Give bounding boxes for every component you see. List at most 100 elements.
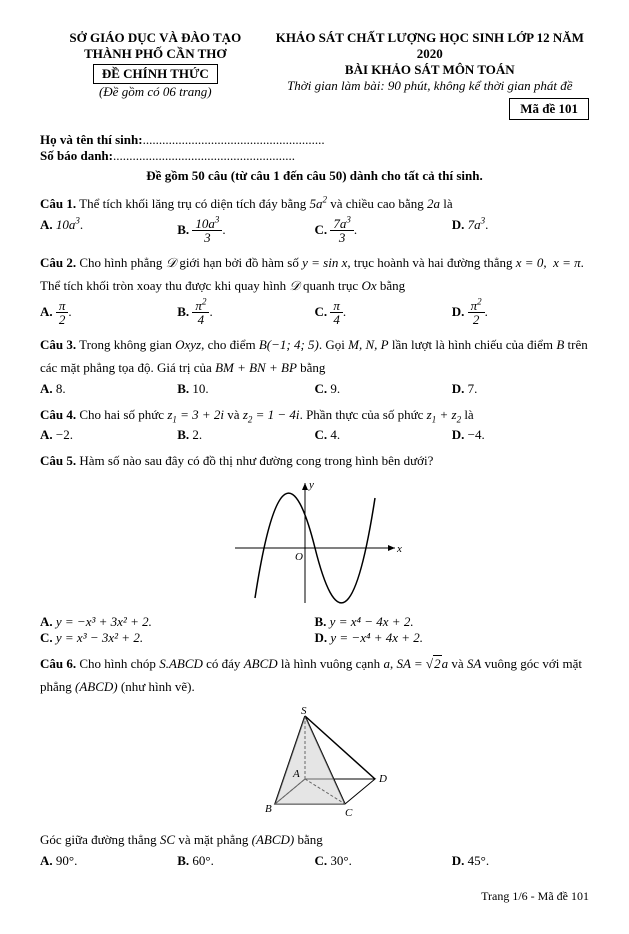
q3-line2: các mặt phẳng tọa độ. Giá trị của BM + B…: [40, 358, 589, 379]
q6-last3: bằng: [294, 832, 323, 847]
q6-options: A. 90°. B. 60°. C. 30°. D. 45°.: [40, 853, 589, 869]
q3-t2: , cho điểm: [201, 337, 259, 352]
q6-t5: và: [448, 656, 467, 671]
q2-label: Câu 2.: [40, 255, 76, 270]
q6-s: S.ABCD: [159, 656, 203, 671]
q1-opt-A: A. 10a3.: [40, 217, 177, 245]
q6-t1: Cho hình chóp: [79, 656, 159, 671]
header: SỞ GIÁO DỤC VÀ ĐÀO TẠO THÀNH PHỐ CẦN THƠ…: [40, 30, 589, 120]
official-box: ĐỀ CHÍNH THỨC: [93, 64, 218, 84]
question-1: Câu 1. Thể tích khối lăng trụ có diện tí…: [40, 194, 589, 215]
question-4: Câu 4. Cho hai số phức z1 = 3 + 2i và z2…: [40, 405, 589, 426]
q2-l1b: giới hạn bởi đồ hàm số: [176, 255, 302, 270]
candidate-info: Họ và tên thí sinh: Số báo danh:: [40, 132, 589, 164]
q6-t2: có đáy: [203, 656, 244, 671]
q3-t6: các mặt phẳng tọa độ. Giá trị của: [40, 360, 215, 375]
q4-label: Câu 4.: [40, 407, 76, 422]
svg-text:y: y: [308, 479, 314, 491]
q4-t3: . Phần thực của số phức: [300, 407, 427, 422]
q3-expr: BM + BN + BP: [215, 360, 297, 375]
q4-opt-D: D. −4.: [452, 427, 589, 443]
q4-opt-C: C. 4.: [315, 427, 452, 443]
q2-xp: x = π: [553, 255, 581, 270]
q6-opt-C: C. 30°.: [315, 853, 452, 869]
q3-mnp: M, N, P: [348, 337, 388, 352]
dept: SỞ GIÁO DỤC VÀ ĐÀO TẠO: [40, 30, 271, 46]
q3-options: A. 8. B. 10. C. 9. D. 7.: [40, 381, 589, 397]
q6-SC: SC: [160, 832, 175, 847]
q6-t8: (như hình vẽ).: [118, 679, 195, 694]
q1-opt-D: D. 7a3.: [452, 217, 589, 245]
pages: (Đề gồm có 06 trang): [40, 84, 271, 100]
exam-code-box: Mã đề 101: [509, 98, 589, 120]
q2-D1: 𝒟: [166, 255, 176, 270]
q3-opt-D: D. 7.: [452, 381, 589, 397]
q6-t7: phẳng: [40, 679, 75, 694]
svg-text:A: A: [292, 768, 300, 780]
q4-opt-A: A. −2.: [40, 427, 177, 443]
q4-opt-B: B. 2.: [177, 427, 314, 443]
id-dots: [113, 148, 295, 163]
svg-text:B: B: [265, 803, 272, 815]
q3-pt: B(−1; 4; 5): [259, 337, 319, 352]
q2-l2a: Thể tích khối tròn xoay thu được khi qua…: [40, 278, 289, 293]
q6-opt-A: A. 90°.: [40, 853, 177, 869]
q2-x0: x = 0: [516, 255, 544, 270]
q4-t4: là: [461, 407, 474, 422]
q5-opt-C: C. y = x³ − 3x² + 2.: [40, 630, 315, 646]
q6-t6: vuông góc với mặt: [481, 656, 582, 671]
q3-t3: . Gọi: [319, 337, 348, 352]
q5-opt-B: B. y = x⁴ − 4x + 2.: [315, 614, 590, 630]
q3-oxyz: Oxyz: [175, 337, 201, 352]
q6-abcd2: (ABCD): [75, 679, 118, 694]
question-5: Câu 5. Hàm số nào sau đây có đồ thị như …: [40, 451, 589, 472]
q1-text-b: và chiều cao bằng: [327, 196, 427, 211]
q6-last2: và mặt phẳng: [175, 832, 252, 847]
q5-text: Hàm số nào sau đây có đồ thị như đường c…: [79, 453, 433, 468]
q3-t1: Trong không gian: [79, 337, 175, 352]
q3-opt-A: A. 8.: [40, 381, 177, 397]
q3-t5: trên: [564, 337, 587, 352]
id-label: Số báo danh:: [40, 148, 113, 163]
q1-options: A. 10a3. B. 10a33. C. 7a33. D. 7a3.: [40, 217, 589, 245]
q6-t3: là hình vuông cạnh: [278, 656, 384, 671]
q4-t2: và: [224, 407, 243, 422]
scope: Đề gồm 50 câu (từ câu 1 đến câu 50) dành…: [40, 168, 589, 184]
subject: BÀI KHẢO SÁT MÔN TOÁN: [271, 62, 589, 78]
q3-t7: bằng: [297, 360, 326, 375]
q1-opt-C: C. 7a33.: [315, 217, 452, 245]
svg-text:O: O: [295, 551, 303, 563]
header-left: SỞ GIÁO DỤC VÀ ĐÀO TẠO THÀNH PHỐ CẦN THƠ…: [40, 30, 271, 120]
q5-graph: x y O: [225, 478, 405, 608]
q2-opt-C: C. π4.: [315, 299, 452, 327]
question-6: Câu 6. Cho hình chóp S.ABCD có đáy ABCD …: [40, 654, 589, 675]
q2-l1c: , trục hoành và hai đường thẳng: [347, 255, 515, 270]
q6-line2: phẳng (ABCD) (như hình vẽ).: [40, 677, 589, 698]
svg-text:C: C: [345, 807, 353, 819]
q2-opt-A: A. π2.: [40, 299, 177, 327]
q2-opt-D: D. π22.: [452, 299, 589, 327]
q1-text-c: là: [440, 196, 453, 211]
q6-opt-B: B. 60°.: [177, 853, 314, 869]
q6-figure: S A B C D: [235, 704, 395, 824]
svg-text:S: S: [301, 705, 307, 717]
q5-options: A. y = −x³ + 3x² + 2. B. y = x⁴ − 4x + 2…: [40, 614, 589, 646]
city: THÀNH PHỐ CẦN THƠ: [40, 46, 271, 62]
q2-l2c: bằng: [377, 278, 406, 293]
q6-label: Câu 6.: [40, 656, 76, 671]
q5-label: Câu 5.: [40, 453, 76, 468]
q3-t4: lần lượt là hình chiếu của điểm: [389, 337, 557, 352]
q1-label: Câu 1.: [40, 196, 76, 211]
name-dots: [143, 132, 325, 147]
q2-l2b: quanh trục: [300, 278, 362, 293]
q1-opt-B: B. 10a33.: [177, 217, 314, 245]
q4-t1: Cho hai số phức: [79, 407, 167, 422]
q2-D2: 𝒟: [289, 278, 299, 293]
q4-options: A. −2. B. 2. C. 4. D. −4.: [40, 427, 589, 443]
q5-opt-D: D. y = −x⁴ + 4x + 2.: [315, 630, 590, 646]
q3-opt-C: C. 9.: [315, 381, 452, 397]
q2-Ox: Ox: [361, 278, 376, 293]
q6-opt-D: D. 45°.: [452, 853, 589, 869]
svg-text:D: D: [378, 773, 387, 785]
q1-text-a: Thể tích khối lăng trụ có diện tích đáy …: [79, 196, 309, 211]
